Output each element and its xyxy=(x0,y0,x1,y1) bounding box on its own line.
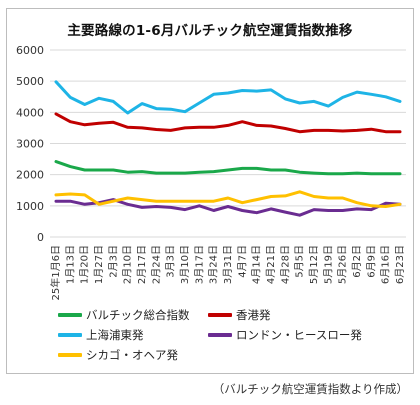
x-tick-label: 4月28日 xyxy=(279,245,291,284)
legend-item: 香港発 xyxy=(208,307,271,323)
x-tick-label: 5月5日 xyxy=(294,245,306,278)
x-tick-label: 2月3日 xyxy=(107,245,119,278)
y-tick-label: 1000 xyxy=(16,200,44,213)
legend-label: ロンドン・ヒースロー発 xyxy=(236,328,362,342)
x-tick-label: 1月27日 xyxy=(93,245,105,284)
x-tick-label: 25年1月6日 xyxy=(49,245,62,300)
y-tick-label: 4000 xyxy=(16,106,44,119)
x-tick-label: 4月14日 xyxy=(251,245,263,284)
legend-swatch xyxy=(58,313,82,317)
series-line xyxy=(54,80,402,115)
legend-label: シカゴ・オヘア発 xyxy=(86,348,178,362)
x-tick-label: 6月2日 xyxy=(351,245,363,278)
x-tick-label: 1月13日 xyxy=(64,245,76,284)
legend-swatch xyxy=(208,333,232,337)
legend-swatch xyxy=(58,353,82,357)
legend-item: バルチック総合指数 xyxy=(58,307,190,323)
x-tick-label: 2月10日 xyxy=(122,245,134,284)
x-tick-label: 5月12日 xyxy=(308,245,320,284)
y-tick-label: 3000 xyxy=(16,138,44,151)
x-tick-label: 2月17日 xyxy=(136,245,148,284)
x-tick-label: 3月24日 xyxy=(208,245,220,284)
y-tick-label: 5000 xyxy=(16,75,44,88)
legend-item: シカゴ・オヘア発 xyxy=(58,347,178,363)
legend-swatch xyxy=(208,313,232,317)
legend-label: バルチック総合指数 xyxy=(86,308,190,322)
legend-label: 上海浦東発 xyxy=(86,328,144,342)
x-axis: 25年1月6日 1月13日 1月20日 1月27日 2月3日 2月10日 2月17日 2月24… xyxy=(49,245,406,300)
x-tick-label: 3月17日 xyxy=(193,245,205,284)
x-tick-label: 2月24日 xyxy=(150,245,162,284)
x-tick-label: 3月3日 xyxy=(165,245,177,278)
legend-item: 上海浦東発 xyxy=(58,327,144,343)
x-tick-label: 6月9日 xyxy=(365,245,377,278)
y-axis: 0 1000 2000 3000 4000 5000 6000 xyxy=(16,44,44,244)
x-tick-label: 3月10日 xyxy=(179,245,191,284)
x-tick-label: 1月20日 xyxy=(79,245,91,284)
x-tick-label: 4月21日 xyxy=(265,245,277,284)
y-tick-label: 0 xyxy=(37,231,44,244)
y-tick-label: 2000 xyxy=(16,169,44,182)
x-tick-label: 5月26日 xyxy=(337,245,349,284)
legend-swatch xyxy=(58,333,82,337)
series-line xyxy=(54,112,402,134)
series-line xyxy=(54,190,402,208)
series-line xyxy=(54,160,402,176)
x-tick-label: 3月31日 xyxy=(222,245,234,284)
x-tick-label: 6月23日 xyxy=(394,245,406,284)
legend-item: ロンドン・ヒースロー発 xyxy=(208,327,362,343)
source-note: （バルチック航空運賃指数より作成） xyxy=(212,382,408,396)
legend-label: 香港発 xyxy=(236,308,271,322)
series-lines xyxy=(54,80,402,217)
chart-title: 主要路線の1-6月バルチック航空運賃指数推移 xyxy=(67,23,353,39)
x-tick-label: 4月7日 xyxy=(236,245,248,278)
y-tick-label: 6000 xyxy=(16,44,44,57)
x-tick-label: 6月16日 xyxy=(380,245,392,284)
series-line xyxy=(54,198,402,217)
x-tick-label: 5月19日 xyxy=(322,245,334,284)
